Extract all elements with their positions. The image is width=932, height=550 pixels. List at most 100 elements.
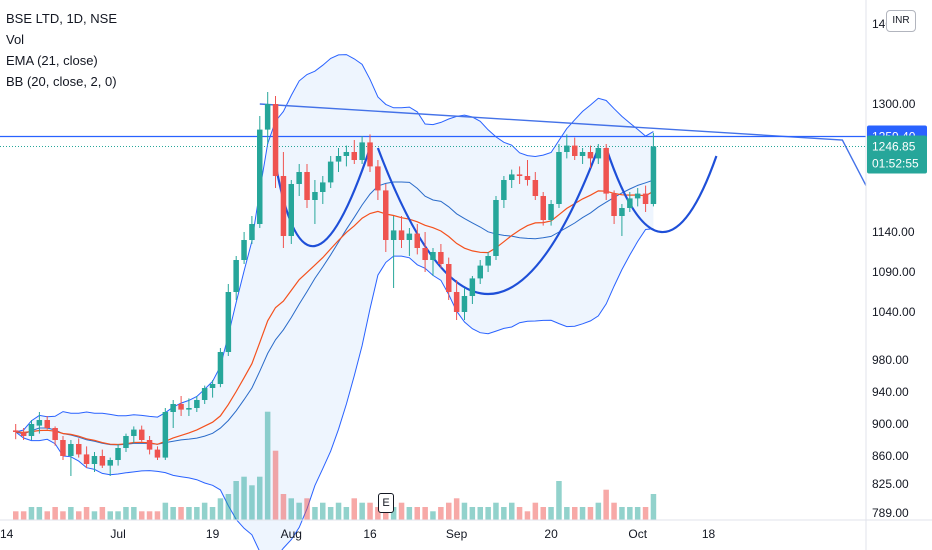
volume-bar bbox=[548, 507, 554, 520]
candle bbox=[60, 436, 66, 460]
candle-body bbox=[390, 230, 397, 240]
legend-bb[interactable]: BB (20, close, 2, 0) bbox=[6, 74, 117, 89]
candle-body bbox=[611, 193, 617, 216]
candle-body bbox=[241, 240, 247, 260]
candle-body bbox=[115, 448, 121, 460]
volume-bar bbox=[83, 507, 90, 520]
candle bbox=[52, 426, 58, 446]
candle-body bbox=[272, 104, 279, 176]
volume-bar bbox=[359, 502, 365, 520]
candle-body bbox=[367, 142, 373, 167]
volume-bar bbox=[241, 476, 247, 520]
candle bbox=[241, 232, 247, 264]
candle bbox=[603, 144, 609, 200]
volume-bar bbox=[91, 511, 98, 520]
candle bbox=[217, 348, 224, 388]
candle-body bbox=[564, 145, 570, 152]
candle bbox=[634, 188, 641, 207]
x-tick-label: 18 bbox=[702, 527, 716, 541]
candle-body bbox=[36, 420, 43, 426]
candle-body bbox=[540, 196, 546, 220]
volume-bar bbox=[532, 502, 539, 520]
volume-bar bbox=[107, 511, 113, 520]
volume-bar bbox=[603, 489, 609, 520]
candle-body bbox=[579, 152, 586, 156]
candle-body bbox=[225, 292, 232, 352]
volume-bar bbox=[44, 511, 50, 520]
candle bbox=[201, 385, 208, 404]
volume-bar bbox=[13, 511, 19, 520]
last-price-tag-text: 1246.85 bbox=[872, 140, 916, 154]
candle bbox=[579, 148, 586, 164]
y-tick-label: 860.00 bbox=[872, 449, 909, 463]
time-axis[interactable]: 14 Jul 19 Aug 16 Sep 20 Oct 18 bbox=[0, 527, 715, 541]
volume-bar bbox=[272, 450, 279, 520]
candle bbox=[304, 164, 310, 208]
candle bbox=[178, 396, 184, 416]
candle bbox=[249, 216, 255, 244]
candle-body bbox=[52, 428, 58, 440]
volume-bar bbox=[178, 507, 184, 520]
volume-bar bbox=[595, 502, 602, 520]
candle bbox=[650, 132, 657, 207]
last-price-tag bbox=[867, 135, 927, 174]
candle-body bbox=[477, 265, 483, 279]
candle bbox=[280, 152, 287, 248]
candle-body bbox=[312, 192, 318, 200]
volume-bar bbox=[209, 507, 216, 520]
bb-fill bbox=[15, 54, 654, 550]
candle-body bbox=[201, 388, 208, 400]
candle bbox=[99, 449, 106, 468]
candle bbox=[367, 134, 373, 172]
candle bbox=[564, 134, 570, 159]
candle-body bbox=[170, 404, 176, 412]
candle bbox=[123, 433, 129, 452]
candle-body bbox=[343, 152, 350, 156]
legend-ema[interactable]: EMA (21, close) bbox=[6, 53, 98, 68]
volume-bar bbox=[619, 507, 625, 520]
candle-body bbox=[556, 152, 562, 204]
volume-bar bbox=[257, 476, 263, 520]
volume-bar bbox=[201, 502, 208, 520]
candle bbox=[91, 452, 98, 472]
candle bbox=[461, 288, 468, 320]
candle-body bbox=[123, 436, 129, 448]
candle bbox=[532, 172, 539, 200]
candle-body bbox=[257, 129, 263, 224]
candle-body bbox=[288, 184, 294, 236]
volume-bar bbox=[68, 507, 74, 520]
candle bbox=[327, 156, 334, 188]
candle bbox=[430, 248, 436, 276]
candle-body bbox=[493, 200, 499, 256]
candle-body bbox=[469, 278, 476, 296]
volume-bar bbox=[461, 502, 468, 520]
candle bbox=[390, 216, 397, 288]
candle bbox=[170, 400, 176, 428]
candle bbox=[406, 228, 413, 256]
candle-body bbox=[327, 161, 334, 183]
candle-body bbox=[146, 440, 153, 450]
currency-label[interactable]: INR bbox=[886, 10, 916, 32]
volume-bar bbox=[320, 502, 326, 520]
candle-body bbox=[209, 384, 216, 388]
volume-bar bbox=[524, 511, 531, 520]
candle-body bbox=[139, 429, 145, 440]
x-tick-label: 20 bbox=[544, 527, 558, 541]
candle-body bbox=[532, 180, 539, 196]
candle-body bbox=[627, 198, 633, 208]
candle bbox=[493, 196, 499, 260]
price-axis[interactable]: 1400.001300.001140.001090.001040.00980.0… bbox=[872, 17, 916, 520]
y-tick-label: 825.00 bbox=[872, 477, 909, 491]
candle-body bbox=[422, 248, 428, 260]
legend-vol[interactable]: Vol bbox=[6, 32, 25, 47]
candle bbox=[20, 428, 27, 440]
volume-bar bbox=[422, 507, 428, 520]
candle-body bbox=[44, 420, 50, 428]
earnings-event-badge[interactable]: E bbox=[378, 493, 394, 513]
candle bbox=[438, 244, 444, 268]
candle bbox=[225, 284, 232, 356]
candle bbox=[587, 145, 594, 168]
legend-symbol[interactable]: BSE LTD, 1D, NSE bbox=[6, 11, 118, 26]
